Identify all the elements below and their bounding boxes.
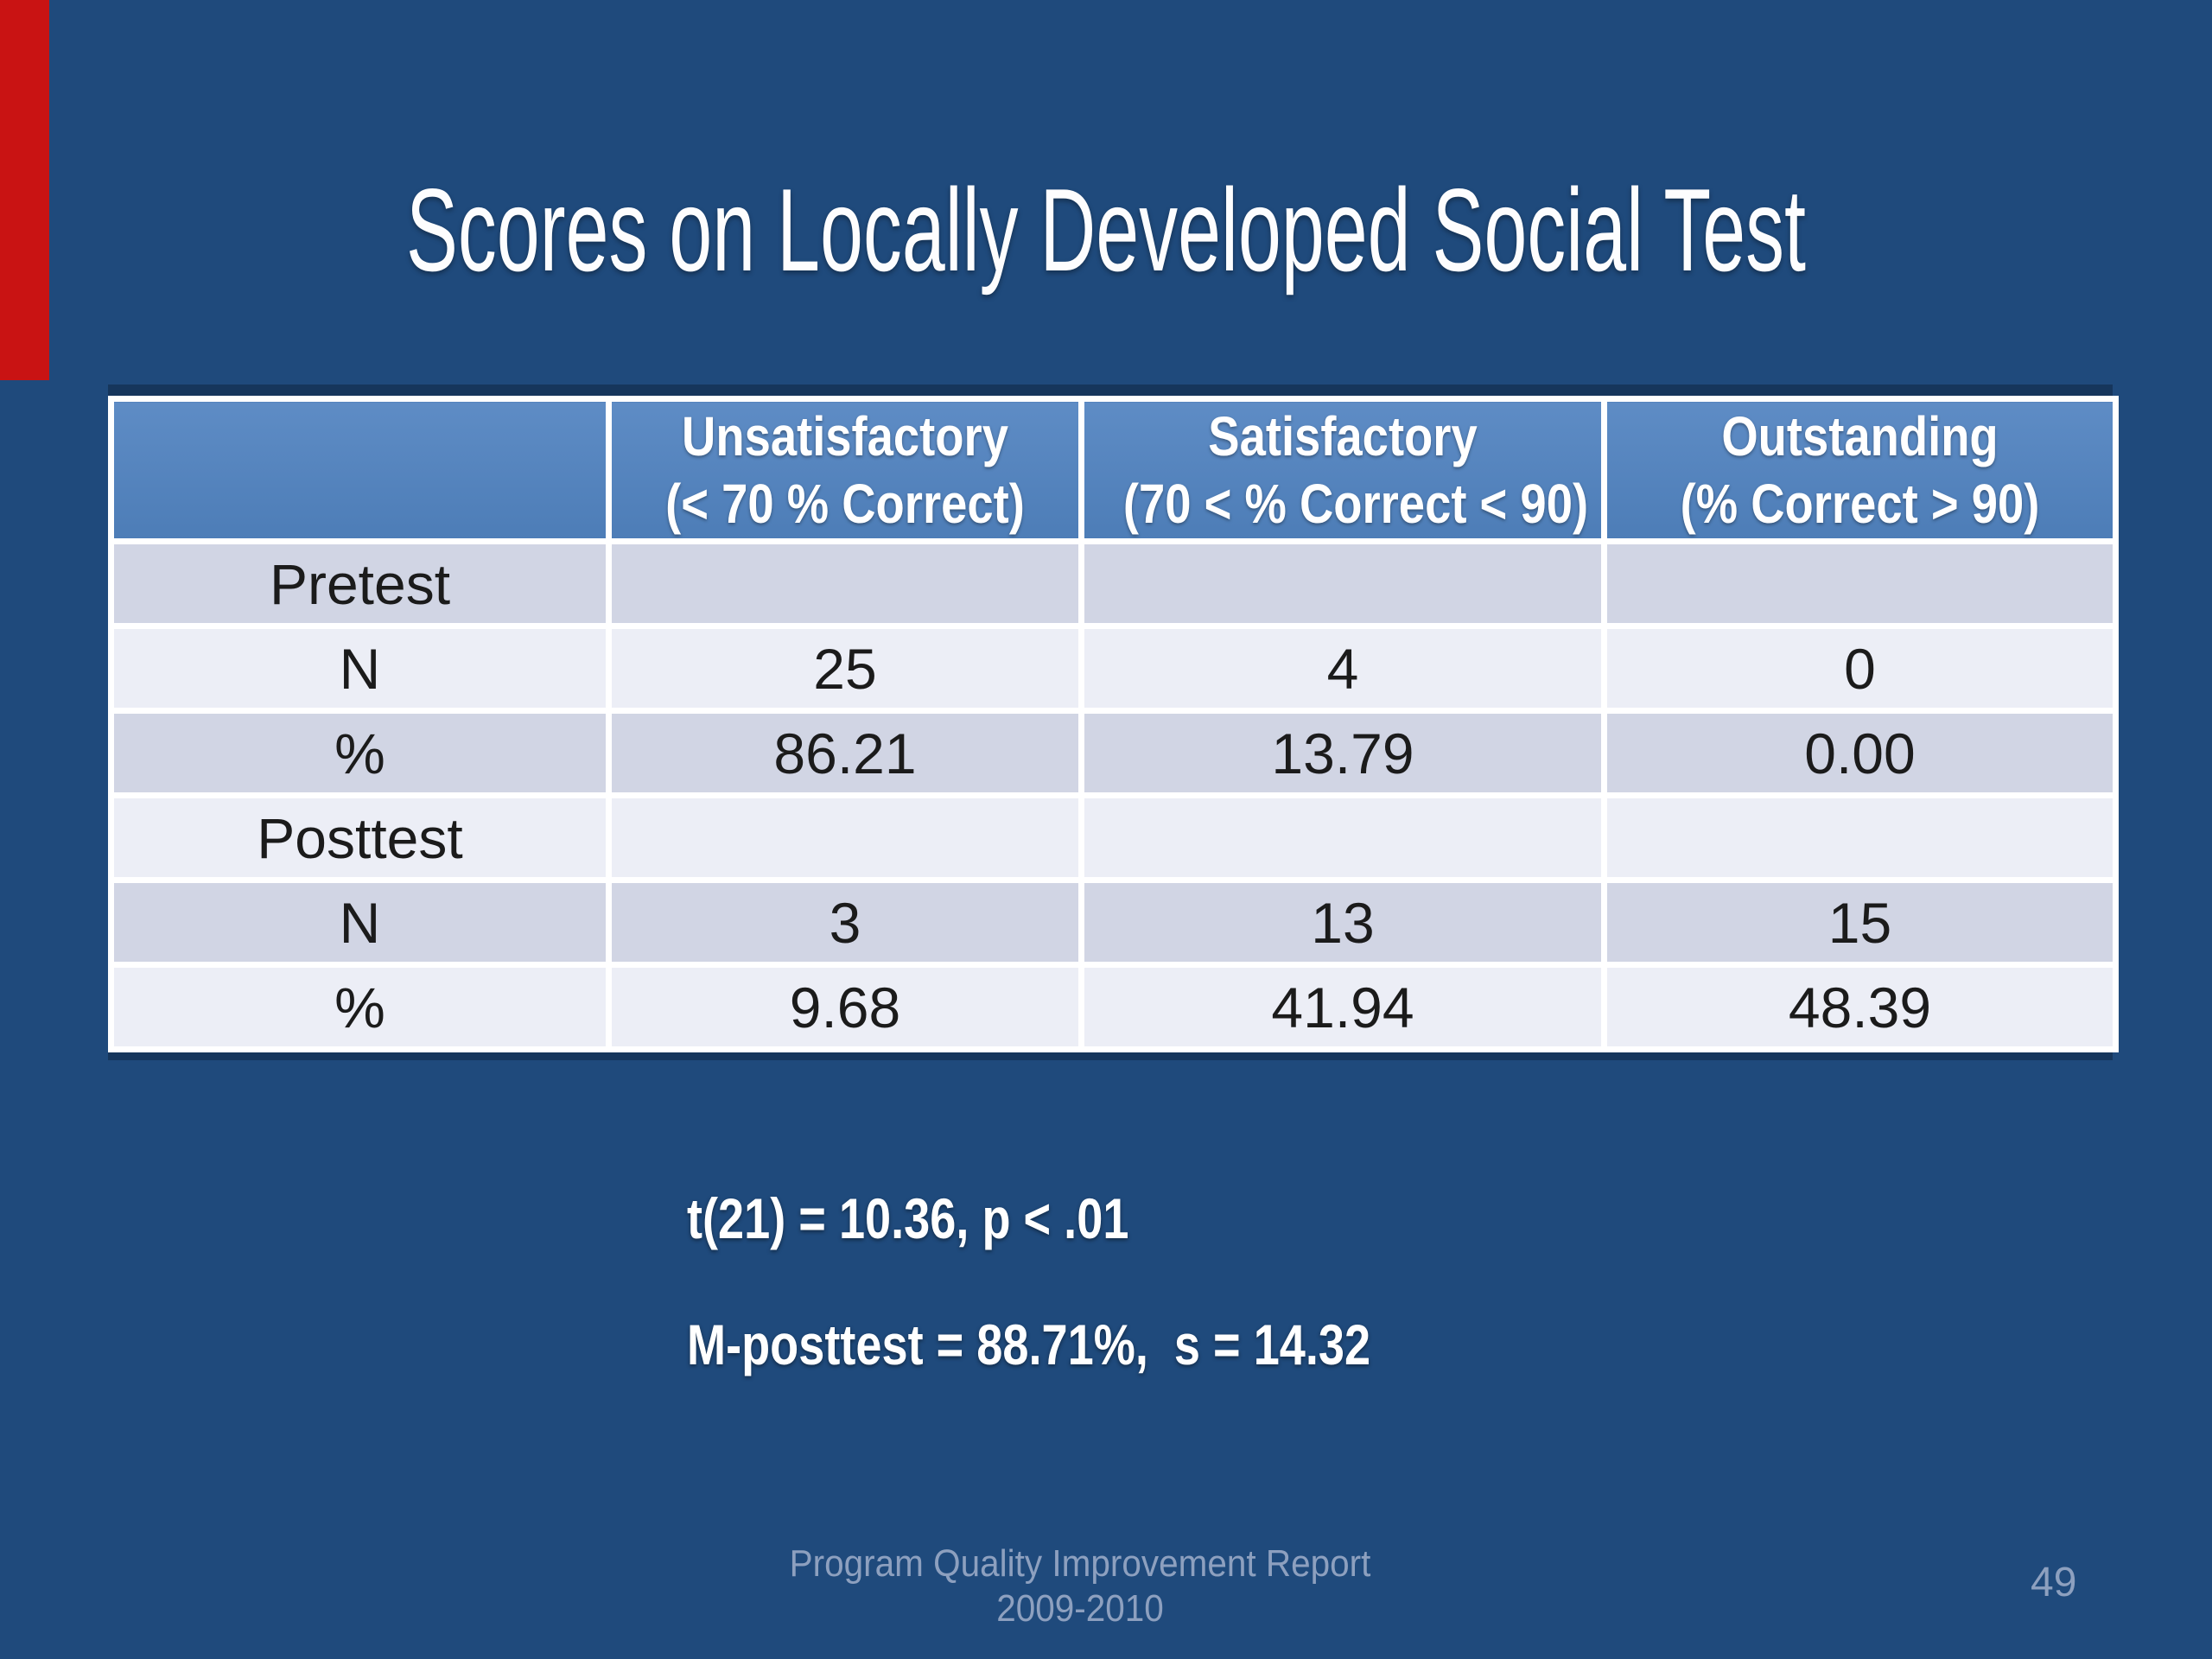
table-row-posttest: Posttest — [108, 792, 2119, 883]
red-stripe-decoration — [0, 0, 49, 380]
row-label-cell: % — [108, 962, 612, 1052]
header-unsatisfactory-line2: (< 70 % Correct) — [665, 473, 1025, 535]
scores-table-wrap: Unsatisfactory (< 70 % Correct) Satisfac… — [108, 385, 2119, 1060]
header-outstanding-line2: (% Correct > 90) — [1680, 473, 2040, 535]
header-satisfactory-line1: Satisfactory — [1208, 404, 1478, 467]
data-cell: 13.79 — [1078, 708, 1607, 798]
row-label-cell: Pretest — [108, 538, 612, 629]
header-outstanding-line1: Outstanding — [1721, 404, 1999, 467]
data-cell — [606, 538, 1084, 629]
data-cell: 48.39 — [1601, 962, 2119, 1052]
row-label-cell: % — [108, 708, 612, 798]
table-row-posttest-pct: % 9.68 41.94 48.39 — [108, 962, 2119, 1052]
row-label-cell: N — [108, 877, 612, 968]
footer-text: Program Quality Improvement Report 2009-… — [86, 1541, 2074, 1631]
row-label-cell: N — [108, 623, 612, 714]
scores-table: Unsatisfactory (< 70 % Correct) Satisfac… — [108, 396, 2119, 1052]
data-cell: 0.00 — [1601, 708, 2119, 798]
slide-title: Scores on Locally Developed Social Test — [406, 164, 1806, 296]
data-cell: 15 — [1601, 877, 2119, 968]
data-cell — [1078, 792, 1607, 883]
page-number: 49 — [2031, 1560, 2077, 1605]
table-row-pretest: Pretest — [108, 538, 2119, 629]
data-cell — [606, 792, 1084, 883]
table-row-pretest-pct: % 86.21 13.79 0.00 — [108, 708, 2119, 798]
data-cell: 9.68 — [606, 962, 1084, 1052]
data-cell — [1601, 792, 2119, 883]
data-cell — [1601, 538, 2119, 629]
footer-line-2: 2009-2010 — [996, 1587, 1164, 1630]
data-cell: 4 — [1078, 623, 1607, 714]
stats-t-test-line: t(21) = 10.36, p < .01 — [687, 1186, 1129, 1250]
header-cell-unsatisfactory: Unsatisfactory (< 70 % Correct) — [606, 396, 1084, 544]
data-cell: 41.94 — [1078, 962, 1607, 1052]
header-cell-satisfactory: Satisfactory (70 < % Correct < 90) — [1078, 396, 1607, 544]
table-header-row: Unsatisfactory (< 70 % Correct) Satisfac… — [108, 396, 2119, 544]
header-cell-outstanding: Outstanding (% Correct > 90) — [1601, 396, 2119, 544]
table-row-pretest-n: N 25 4 0 — [108, 623, 2119, 714]
data-cell: 86.21 — [606, 708, 1084, 798]
data-cell — [1078, 538, 1607, 629]
data-cell: 3 — [606, 877, 1084, 968]
header-unsatisfactory-line1: Unsatisfactory — [682, 404, 1008, 467]
header-cell-corner — [108, 396, 612, 544]
data-cell: 0 — [1601, 623, 2119, 714]
row-label-cell: Posttest — [108, 792, 612, 883]
data-cell: 13 — [1078, 877, 1607, 968]
header-satisfactory-line2: (70 < % Correct < 90) — [1122, 473, 1589, 535]
footer-line-1: Program Quality Improvement Report — [789, 1542, 1371, 1585]
stats-mean-sd-line: M-posttest = 88.71%, s = 14.32 — [687, 1313, 1371, 1376]
data-cell: 25 — [606, 623, 1084, 714]
table-row-posttest-n: N 3 13 15 — [108, 877, 2119, 968]
